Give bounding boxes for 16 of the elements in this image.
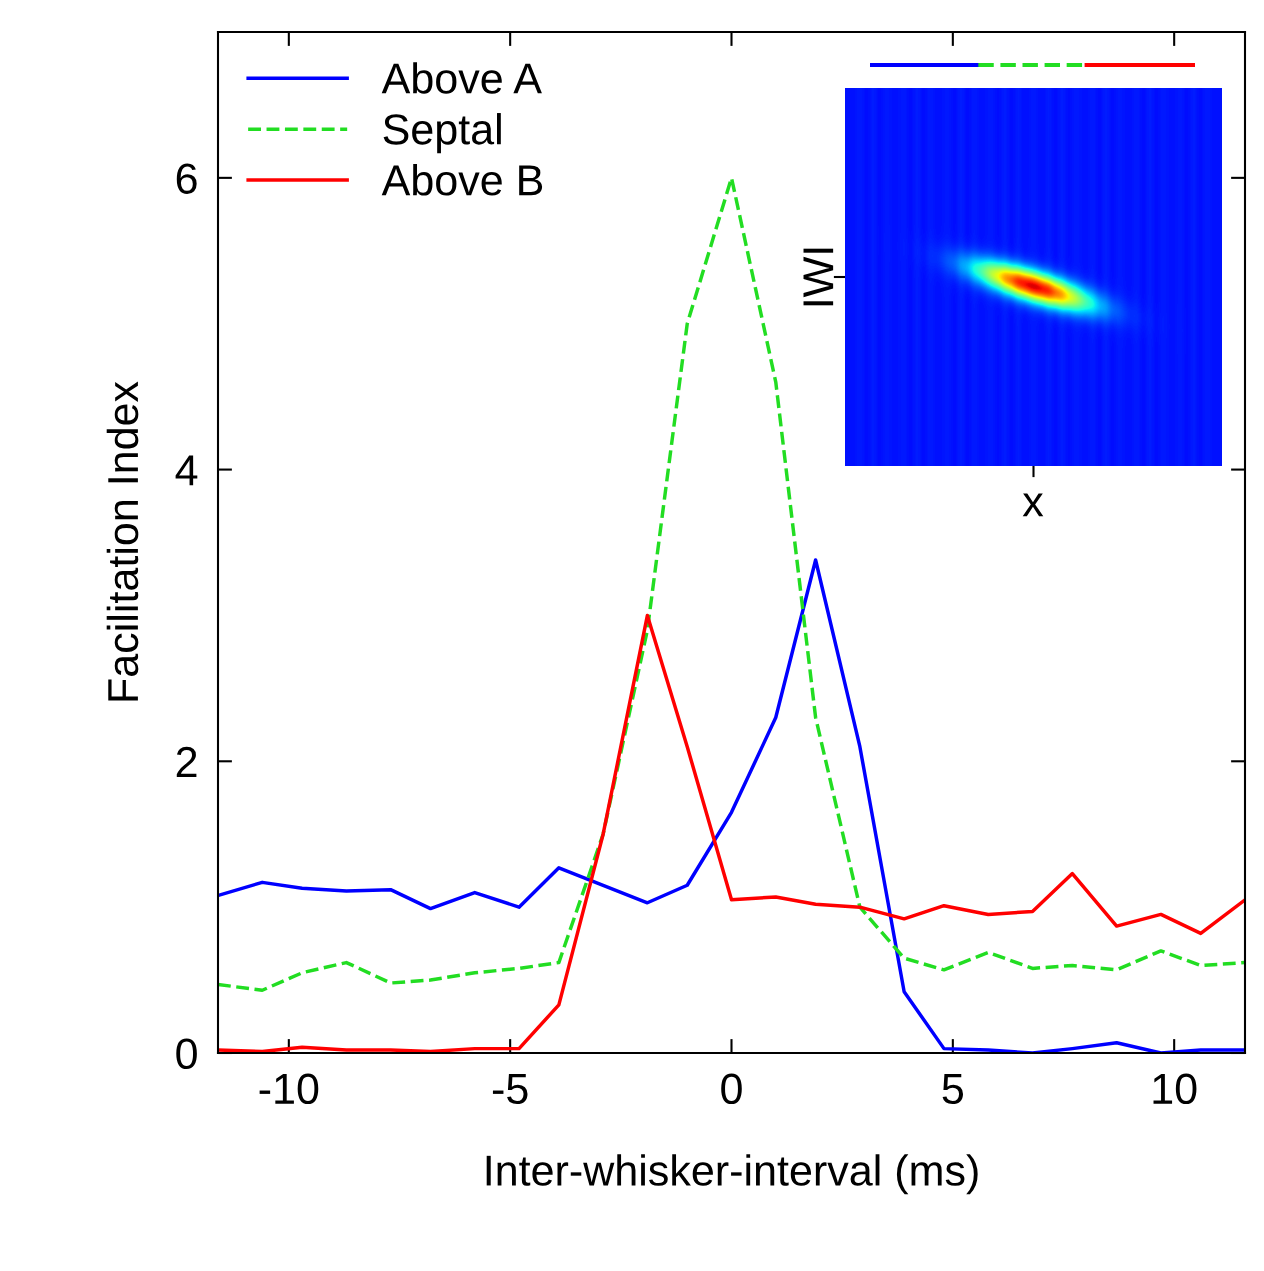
x-tick-label: 5 [942, 1074, 963, 1105]
y-tick-label: 4 [175, 455, 198, 486]
y-axis-title: Facilitation Index [106, 381, 139, 701]
x-tick-label: -5 [492, 1074, 528, 1105]
legend-label: Septal [383, 113, 501, 154]
annotation: IWI [803, 248, 834, 306]
legend-label: Above B [381, 163, 543, 196]
y-tick-label: 6 [176, 163, 197, 194]
legend-label: Above A [381, 62, 542, 94]
x-tick-label: -10 [259, 1073, 319, 1105]
y-tick-label: 2 [176, 746, 197, 777]
x-tick-label: 10 [1153, 1073, 1197, 1105]
annotation: x [1022, 493, 1044, 517]
x-axis-title: Inter-whisker-interval (ms) [486, 1154, 978, 1195]
x-tick-label: 0 [721, 1073, 742, 1105]
y-tick-label: 0 [176, 1038, 197, 1070]
